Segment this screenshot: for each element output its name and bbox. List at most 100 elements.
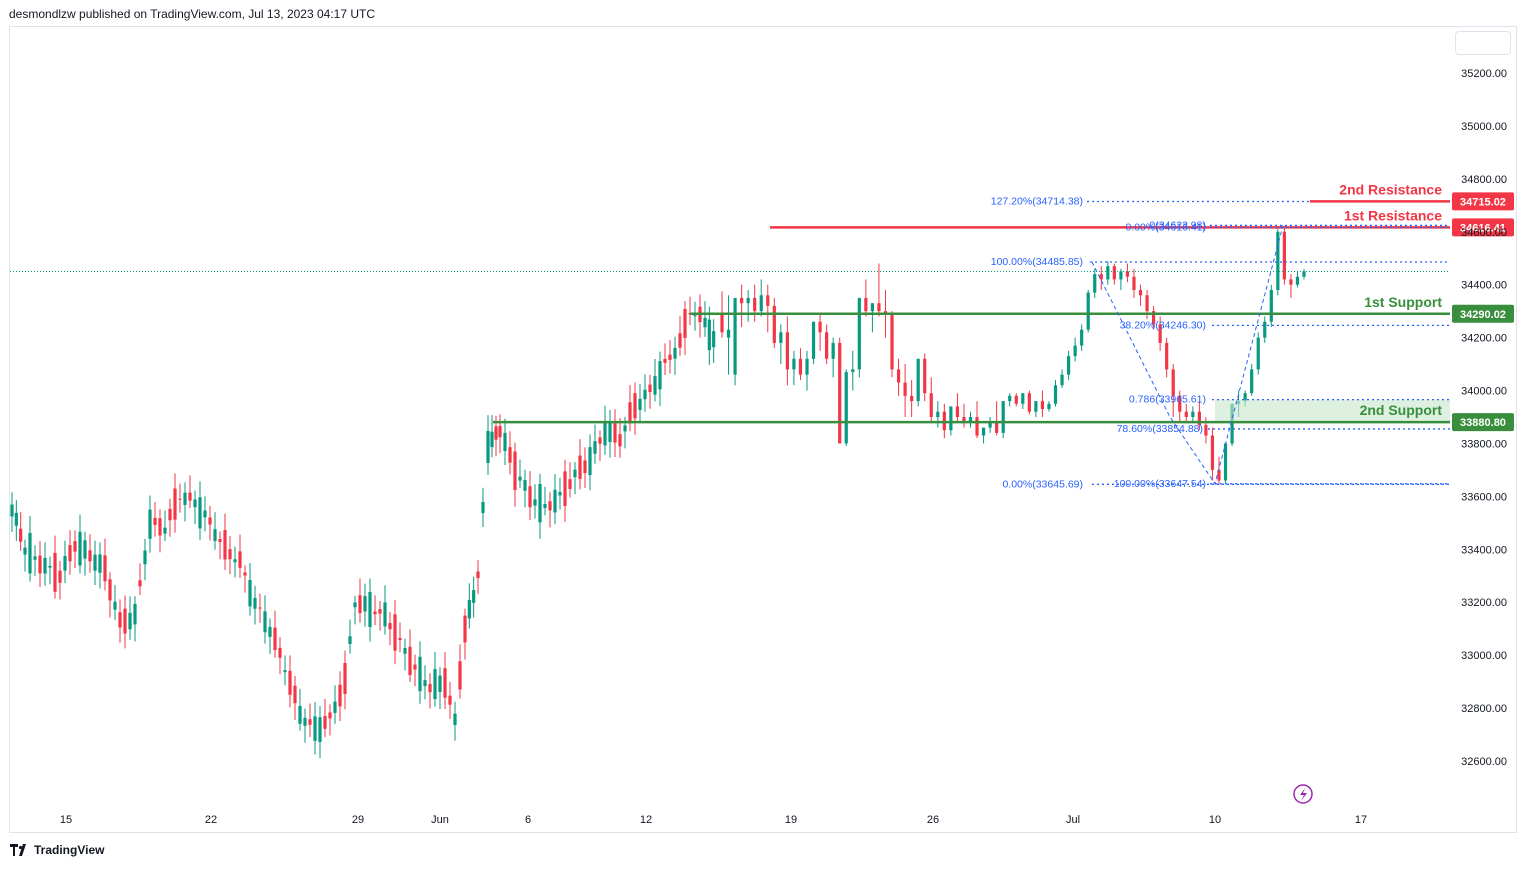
candle bbox=[593, 424, 597, 464]
candle-body bbox=[613, 423, 617, 443]
candle-body bbox=[910, 395, 914, 402]
candle bbox=[1165, 337, 1169, 378]
candle bbox=[490, 415, 494, 458]
candle-body bbox=[368, 592, 372, 627]
candle-body bbox=[798, 358, 803, 375]
candle-body bbox=[263, 611, 267, 633]
candle bbox=[643, 374, 647, 412]
candle-body bbox=[623, 425, 627, 432]
candle-body bbox=[503, 432, 507, 452]
candle bbox=[413, 654, 417, 687]
candle bbox=[78, 514, 82, 574]
candle bbox=[303, 708, 307, 743]
candle bbox=[243, 565, 247, 593]
candle-body bbox=[618, 434, 622, 447]
candle-body bbox=[683, 308, 687, 338]
candle-body bbox=[19, 528, 23, 542]
level-name: 1st Resistance bbox=[1344, 207, 1442, 223]
candle bbox=[433, 651, 437, 707]
candle bbox=[338, 671, 342, 722]
candle-body bbox=[543, 503, 547, 509]
candle bbox=[208, 505, 212, 541]
candle-body bbox=[1021, 393, 1025, 404]
candle-body bbox=[653, 376, 657, 395]
chart-frame[interactable] bbox=[9, 26, 1517, 833]
candle bbox=[618, 418, 622, 458]
candle bbox=[988, 417, 992, 433]
candle bbox=[368, 578, 372, 642]
candle bbox=[408, 629, 412, 682]
candle-body bbox=[128, 612, 132, 630]
candle-body bbox=[1256, 337, 1260, 370]
candle-body bbox=[851, 369, 855, 373]
candle-body bbox=[936, 411, 940, 417]
price-tag bbox=[1452, 218, 1514, 237]
x-tick-label: 29 bbox=[352, 814, 364, 826]
candle bbox=[658, 351, 662, 407]
candle bbox=[1158, 316, 1162, 351]
candle bbox=[223, 513, 227, 570]
lightning-icon-circle bbox=[1293, 784, 1313, 804]
candle-body bbox=[578, 455, 582, 479]
candle bbox=[1191, 406, 1195, 423]
candle-body bbox=[78, 531, 82, 566]
y-tick-label: 35200.00 bbox=[1461, 68, 1507, 80]
candle-body bbox=[258, 607, 262, 609]
candle-body bbox=[318, 717, 322, 742]
candle bbox=[995, 401, 999, 436]
candle bbox=[393, 599, 397, 665]
candle bbox=[851, 350, 855, 391]
levels-layer: 2nd Resistance 34715.02 1st Resistance 3461… bbox=[493, 181, 1514, 432]
candle-body bbox=[213, 529, 217, 542]
candle bbox=[48, 556, 52, 585]
candle bbox=[955, 393, 960, 423]
candle bbox=[1178, 390, 1182, 423]
price-tag-label: 34715.02 bbox=[1460, 196, 1506, 208]
candle bbox=[1125, 263, 1130, 283]
level-name: 1st Support bbox=[1364, 294, 1442, 310]
candle bbox=[467, 583, 471, 629]
y-tick-label: 33000.00 bbox=[1461, 650, 1507, 662]
candle bbox=[423, 665, 427, 700]
candle bbox=[168, 498, 172, 537]
candle-body bbox=[223, 530, 227, 560]
candle bbox=[1047, 401, 1051, 412]
candle bbox=[428, 673, 432, 709]
candle-body bbox=[513, 451, 517, 490]
candle-body bbox=[498, 425, 502, 438]
candle-body bbox=[1276, 231, 1280, 290]
candle bbox=[253, 585, 257, 625]
candle bbox=[183, 482, 187, 522]
candle bbox=[870, 303, 875, 333]
candle-body bbox=[831, 342, 835, 359]
candle-body bbox=[48, 565, 52, 568]
candle-body bbox=[158, 518, 162, 536]
chart-settings-box[interactable] bbox=[1455, 31, 1511, 55]
candles-layer bbox=[10, 226, 1306, 759]
candle bbox=[558, 477, 562, 510]
candle bbox=[33, 545, 37, 576]
footer[interactable]: TradingView bbox=[10, 843, 104, 857]
candle-body bbox=[733, 297, 737, 375]
candle-body bbox=[548, 501, 552, 511]
candle-body bbox=[1060, 374, 1064, 386]
candle bbox=[378, 601, 382, 631]
candle-body bbox=[593, 441, 597, 454]
candle-body bbox=[33, 556, 37, 560]
candle-body bbox=[916, 358, 920, 402]
candle-body bbox=[538, 483, 542, 523]
candle bbox=[563, 459, 567, 522]
candle-body bbox=[338, 684, 342, 707]
candle bbox=[910, 379, 914, 417]
candle bbox=[698, 294, 702, 338]
candle-body bbox=[198, 497, 202, 529]
candle-body bbox=[663, 358, 667, 363]
candle-body bbox=[995, 422, 999, 433]
candle-body bbox=[298, 705, 302, 724]
candle bbox=[903, 364, 907, 417]
candle-body bbox=[353, 602, 357, 608]
candle-body bbox=[323, 716, 327, 729]
candle bbox=[663, 343, 667, 376]
fib-label: 38.20%(34246.30) bbox=[1120, 319, 1206, 331]
